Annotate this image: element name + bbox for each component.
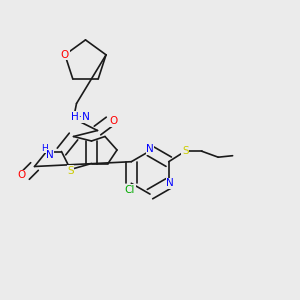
- Text: H·N: H·N: [71, 112, 90, 122]
- Text: Cl: Cl: [124, 185, 135, 195]
- Text: O: O: [109, 116, 117, 127]
- Text: O: O: [18, 170, 26, 181]
- Text: H: H: [42, 144, 48, 153]
- Text: N: N: [166, 178, 174, 188]
- Text: N: N: [146, 144, 154, 154]
- Text: S: S: [67, 166, 74, 176]
- Text: S: S: [182, 146, 188, 156]
- Text: N: N: [46, 149, 54, 160]
- Text: O: O: [61, 50, 69, 60]
